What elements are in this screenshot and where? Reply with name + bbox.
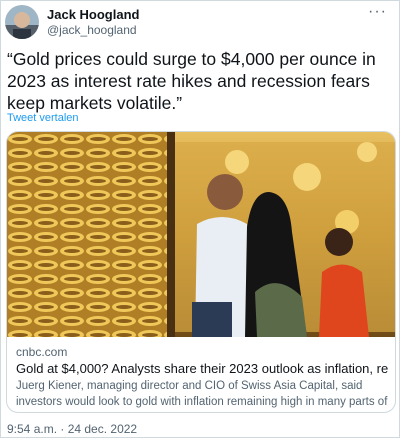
card-domain: cnbc.com [16, 345, 68, 359]
author-handle[interactable]: @jack_hoogland [47, 23, 137, 37]
card-description: Juerg Kiener, managing director and CIO … [16, 380, 388, 408]
card-image [7, 132, 395, 337]
timestamp[interactable]: 9:54 a.m. · 24 dec. 2022 [7, 422, 138, 436]
more-button[interactable]: ··· [368, 3, 387, 20]
link-card[interactable]: cnbc.com Gold at $4,000? Analysts share … [6, 131, 396, 413]
translate-link[interactable]: Tweet vertalen [7, 112, 79, 124]
author-name[interactable]: Jack Hoogland [47, 7, 140, 22]
card-title: Gold at $4,000? Analysts share their 202… [16, 361, 388, 376]
tweet-text: “Gold prices could surge to $4,000 per o… [7, 49, 376, 113]
avatar[interactable] [5, 5, 39, 39]
